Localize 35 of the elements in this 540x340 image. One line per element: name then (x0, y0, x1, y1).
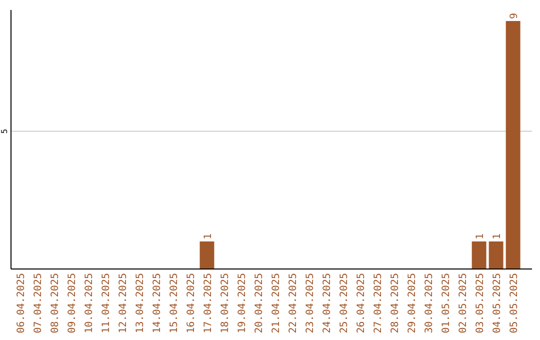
x-tick-label: 23.04.2025 (305, 273, 316, 334)
x-tick-label: 26.04.2025 (356, 273, 368, 334)
x-tick-label: 13.04.2025 (134, 273, 146, 334)
data-label: 9 (509, 12, 520, 20)
x-tick-label: 21.04.2025 (271, 273, 282, 334)
x-tick-label: 28.04.2025 (390, 273, 402, 334)
x-tick-label: 02.05.2025 (458, 273, 470, 334)
x-tick-label: 11.04.2025 (100, 273, 112, 334)
x-tick-label: 04.05.2025 (492, 273, 504, 334)
x-tick-label: 07.04.2025 (32, 273, 44, 334)
data-label: 1 (475, 233, 486, 240)
x-tick-label: 15.04.2025 (168, 273, 180, 334)
x-tick-label: 09.04.2025 (66, 273, 78, 334)
x-tick-label: 19.04.2025 (236, 273, 248, 334)
x-tick-label: 25.04.2025 (339, 273, 350, 334)
x-tick-label: 17.04.2025 (202, 273, 214, 334)
x-tick-label: 20.04.2025 (254, 273, 265, 334)
x-tick-label: 12.04.2025 (118, 273, 129, 334)
x-tick-label: 29.04.2025 (407, 273, 418, 334)
x-tick-label: 22.04.2025 (288, 273, 300, 334)
x-tick-label: 24.04.2025 (322, 273, 334, 334)
x-tick-label: 08.04.2025 (50, 273, 61, 334)
data-label: 1 (492, 233, 504, 240)
x-tick-label: 30.04.2025 (424, 273, 436, 334)
x-tick-label: 10.04.2025 (84, 273, 95, 334)
x-tick-label: 05.05.2025 (509, 273, 520, 334)
y-tick-label: 5 (0, 128, 9, 134)
x-tick-label: 14.04.2025 (152, 273, 163, 334)
x-tick-label: 18.04.2025 (220, 273, 231, 334)
x-tick-label: 16.04.2025 (186, 273, 197, 334)
x-tick-label: 01.05.2025 (441, 273, 452, 334)
x-tick-label: 06.04.2025 (16, 273, 27, 334)
x-tick-label: 03.05.2025 (475, 273, 486, 334)
data-label: 1 (202, 233, 214, 240)
x-tick-label: 27.04.2025 (373, 273, 384, 334)
